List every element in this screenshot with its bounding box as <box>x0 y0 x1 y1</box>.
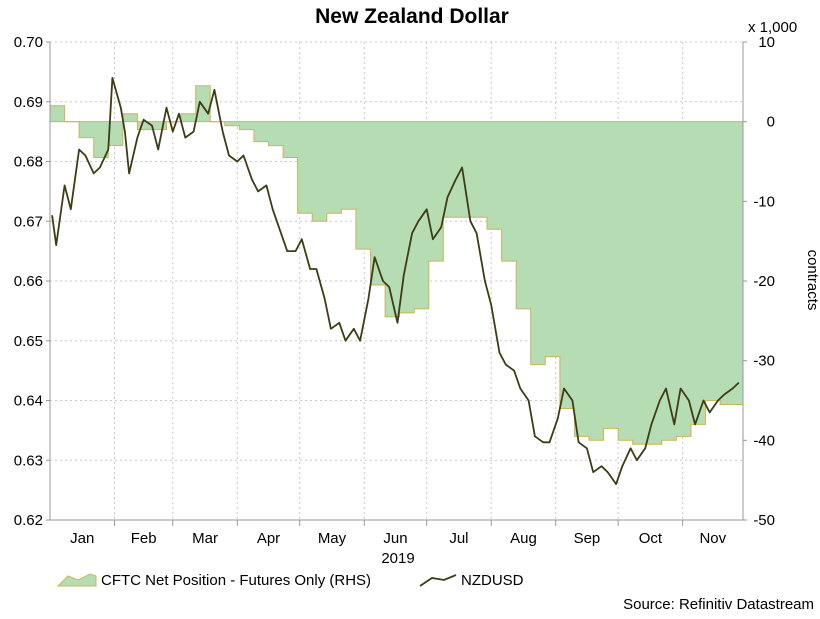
x-axis-month-labels: Jan Feb Mar Apr May Jun Jul Aug Sep Oct Nov <box>70 520 727 547</box>
left-axis-ticks: 0.70 0.69 0.68 0.67 0.66 0.65 0.64 0.63 0.62 <box>14 34 50 529</box>
x-axis-year-label: 2019 <box>381 550 414 567</box>
legend-cftc-label: CFTC Net Position - Futures Only (RHS) <box>101 572 371 589</box>
legend-line-swatch <box>419 574 457 587</box>
month-label: Apr <box>257 530 280 547</box>
right-tick-label: -50 <box>753 512 775 529</box>
cftc-area-fill <box>50 85 743 445</box>
source-text: Source: Refinitiv Datastream <box>623 596 814 613</box>
left-tick-label: 0.62 <box>14 512 43 529</box>
month-label: May <box>318 530 347 547</box>
legend-area-swatch <box>56 573 97 587</box>
month-label: Nov <box>699 530 726 547</box>
month-label: Jul <box>449 530 468 547</box>
right-tick-label: -40 <box>753 432 775 449</box>
month-label: Feb <box>131 530 157 547</box>
right-axis-multiplier: x 1,000 <box>748 19 797 36</box>
nzdusd-line <box>51 77 740 486</box>
left-tick-label: 0.66 <box>14 273 43 290</box>
left-tick-label: 0.63 <box>14 452 43 469</box>
right-tick-label: 10 <box>758 34 775 51</box>
month-label: Jan <box>70 530 94 547</box>
left-tick-label: 0.64 <box>14 393 43 410</box>
month-label: Oct <box>639 530 663 547</box>
legend-nzdusd-label: NZDUSD <box>461 572 524 589</box>
right-tick-label: 0 <box>767 114 775 131</box>
left-tick-label: 0.69 <box>14 94 43 111</box>
month-label: Sep <box>574 530 601 547</box>
legend: CFTC Net Position - Futures Only (RHS) N… <box>56 572 524 589</box>
nzdusd-line-series <box>51 77 740 486</box>
right-tick-label: -30 <box>753 353 775 370</box>
right-tick-label: -10 <box>753 193 775 210</box>
left-tick-label: 0.67 <box>14 213 43 230</box>
month-label: Aug <box>510 530 537 547</box>
left-tick-label: 0.65 <box>14 333 43 350</box>
right-axis-ticks: 10 0 -10 -20 -30 -40 -50 <box>743 34 775 529</box>
right-axis-label: contracts <box>804 250 820 311</box>
month-label: Jun <box>383 530 407 547</box>
cftc-area-series <box>50 85 743 445</box>
month-label: Mar <box>192 530 218 547</box>
right-tick-label: -20 <box>753 273 775 290</box>
left-tick-label: 0.70 <box>14 34 43 51</box>
chart-title: New Zealand Dollar <box>315 5 509 28</box>
left-tick-label: 0.68 <box>14 154 43 171</box>
